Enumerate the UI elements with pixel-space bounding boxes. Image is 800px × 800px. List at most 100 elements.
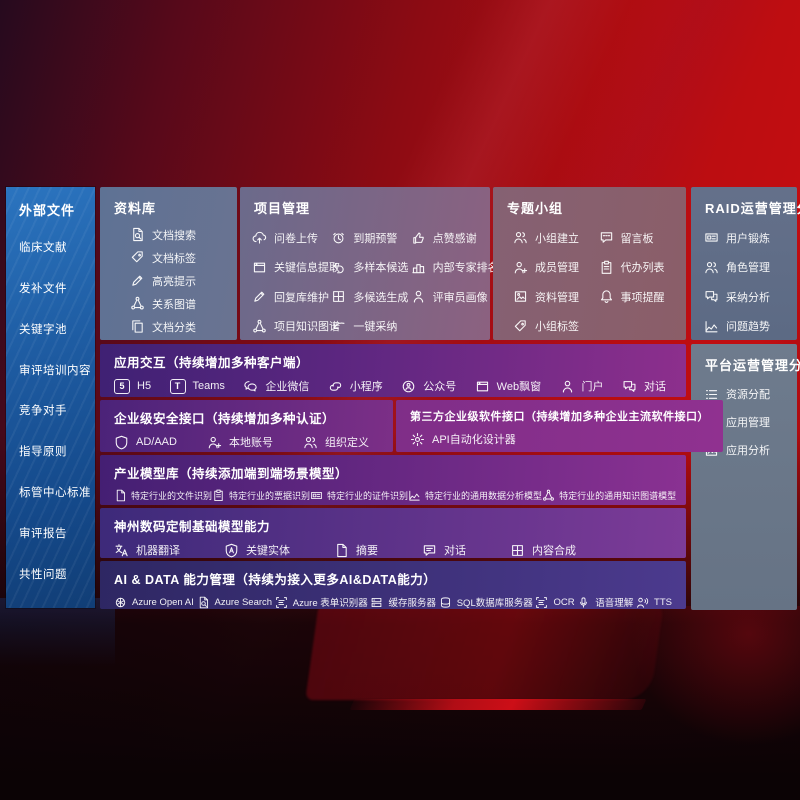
feature-item: 文档分类 [130,315,231,338]
feature-item: 门户 [560,378,604,394]
feature-item: SQL数据库服务器 [439,595,533,609]
panel-title: 项目管理 [254,201,311,216]
feature-label: 内部专家排名 [432,262,499,275]
feature-item: Azure Search [197,596,272,609]
tag-icon [131,251,143,263]
background-device-silhouette [305,604,664,700]
db-icon [440,596,450,608]
sidebar-item: 共性问题 [19,568,67,581]
gear-icon [410,432,425,446]
panel-raid-analysis: RAID运营管理分析用户锻炼角色管理采纳分析问题趋势 [691,187,800,341]
sidebar-item: 临床文献 [19,242,67,255]
feature-label: 特定行业的通用数据分析模型 [425,491,543,501]
tag-icon [514,320,526,332]
panel-content: 用户锻炼 角色管理 采纳分析 问题趋势 [691,221,797,341]
sidebar-item: 指导原则 [19,446,67,459]
band-ai-data: AI & DATA 能力管理（持续为接入更多AI&DATA能力） Azure Op… [100,561,686,609]
sidebar-item: 审评报告 [19,527,67,540]
feature-item: 对话 [622,378,666,394]
feature-label: 组织定义 [324,437,369,449]
h5-badge: 5 [114,378,130,394]
copy-icon [132,320,143,333]
sidebar-item: 发补文件 [19,283,67,296]
thumb-icon [412,232,424,244]
feature-label: 文档标签 [152,252,196,265]
feature-label: 点赞感谢 [432,232,477,245]
feature-label: AD/AAD [136,436,177,448]
openai-icon [115,597,126,607]
feature-item: 企业微信 [243,378,309,394]
feature-label: 企业微信 [265,381,310,393]
trend-icon [409,490,420,501]
feature-label: 问卷上传 [274,232,318,245]
panel-title: 专题小组 [507,201,564,216]
person-plus-icon [208,436,222,448]
band-title: 应用交互（持续增加多种客户端） [114,356,310,370]
feature-item: 对话 [422,542,466,558]
feature-item: 特定行业的证件识别 [310,489,408,502]
feature-item: 关键信息提取 [252,253,340,283]
feature-item: 内容合成 [510,542,576,558]
grid-plus-icon [512,544,523,556]
feature-item: 成员管理 [513,253,595,283]
doc-icon [116,489,126,502]
feature-item: 特定行业的通用数据分析模型 [408,489,542,502]
feature-item: 文档搜索 [130,223,231,246]
feature-item: 小组标签 [513,312,595,342]
feature-label: 特定行业的证件识别 [327,491,409,501]
feature-label: 角色管理 [726,262,770,275]
feature-label: TTS [654,596,672,608]
feature-item: 代办列表 [599,253,681,283]
band-row: 企业级安全接口（持续增加多种认证） AD/AAD 本地账号 组织定义 第三方企业级软件接… [100,400,723,452]
feature-item: 特定行业的文件识别 [114,489,212,502]
ocr-icon [536,596,548,608]
shield-a-icon [225,543,238,557]
doc-icon [337,543,347,557]
feature-label: 多候选生成 [353,291,409,304]
people-icon [304,436,317,448]
panel-title: RAID运营管理分析 [705,201,800,216]
feature-label: 关键实体 [246,545,290,557]
person-icon [562,380,572,393]
mini-program-icon [329,381,341,391]
feature-label: 文档分类 [152,321,196,334]
panel-project-management: 项目管理 问卷上传 关键信息提取 回复库维护 项目知识图谱 到期预警 多样本候选 多候选生成一… [240,187,499,341]
panel-topic-groups: 专题小组 小组建立 成员管理 资料管理 小组标签 留言板 代办列表 事项提醒 [493,187,686,340]
feature-item: 多样本候选 [331,253,408,283]
feature-label: 小组标签 [535,321,579,334]
feature-item: 事项提醒 [599,282,681,312]
feature-label: 关键信息提取 [274,262,340,275]
feature-label: 缓存服务器 [388,598,436,609]
sidebar-item: 关键字池 [19,323,67,336]
feature-item: 语音理解 [577,595,633,609]
external-files-panel: 外部文件 临床文献 发补文件 关键字池 审评培训内容 竞争对手 指导原则 标管中心标准 审评报… [6,187,95,608]
feature-item: 文档标签 [130,246,231,269]
feature-label: 应用管理 [726,417,770,429]
feature-label: 高亮提示 [152,275,196,288]
feature-label: 本地账号 [228,437,273,449]
person-plus-icon [514,261,528,274]
pub-account-icon [402,380,415,392]
feature-item: 点赞感谢 [411,223,484,253]
network-icon [253,319,266,333]
panel-content: 问卷上传 关键信息提取 回复库维护 项目知识图谱 到期预警 多样本候选 多候选生成 一键采纳 点… [240,221,499,341]
window-icon [253,262,266,273]
feature-label: 代办列表 [620,262,665,275]
feature-item: 公众号 [401,378,456,394]
band-title: 第三方企业级软件接口（持续增加多种企业主流软件接口） [410,411,709,423]
band-title: 神州数码定制基础模型能力 [114,520,271,534]
panel-data-repository: 资料库 文档搜索 文档标签 高亮提示 关系图谱 文档分类 [100,187,237,340]
person-icon [413,291,423,303]
feature-item: 问题趋势 [704,312,791,342]
network-icon [543,489,554,501]
feature-item: 角色管理 [704,253,791,283]
feature-label: 多样本候选 [353,262,409,275]
feature-label: 对话 [444,545,466,557]
feature-label: 资源分配 [726,389,770,401]
feature-label: Azure 表单识别器 [292,598,368,609]
album-icon [514,291,527,302]
feature-item: 到期预警 [331,223,404,253]
people-icon [514,232,527,244]
feature-label: 门户 [581,381,604,393]
panel-content: 小组建立 成员管理 资料管理 小组标签 留言板 代办列表 事项提醒 [493,221,686,341]
